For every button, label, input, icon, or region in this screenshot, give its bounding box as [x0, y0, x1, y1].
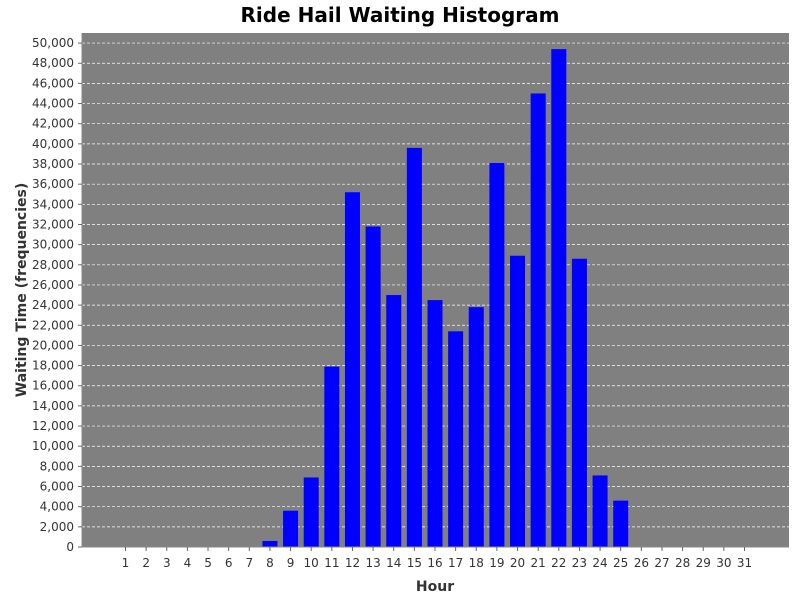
x-tick-label: 24: [592, 556, 607, 570]
y-axis-label: Waiting Time (frequencies): [14, 183, 30, 398]
x-tick-label: 15: [407, 556, 422, 570]
y-tick-label: 26,000: [32, 278, 74, 292]
y-tick-label: 38,000: [32, 157, 74, 171]
x-tick-label: 7: [245, 556, 253, 570]
x-tick-label: 3: [163, 556, 171, 570]
bar-hour-25: [613, 500, 629, 547]
y-tick-label: 0: [66, 540, 74, 554]
x-tick-label: 4: [184, 556, 192, 570]
y-tick-label: 36,000: [32, 177, 74, 191]
bar-hour-11: [324, 366, 340, 547]
y-tick-label: 6,000: [40, 480, 74, 494]
y-tick-label: 24,000: [32, 298, 74, 312]
y-tick-label: 22,000: [32, 318, 74, 332]
chart-title: Ride Hail Waiting Histogram: [241, 3, 560, 27]
x-tick-label: 18: [469, 556, 484, 570]
bars: [262, 49, 629, 548]
bar-hour-24: [592, 475, 608, 547]
bar-hour-9: [283, 510, 299, 547]
bar-hour-21: [530, 93, 546, 548]
bar-hour-15: [406, 147, 422, 548]
bar-hour-20: [510, 255, 526, 547]
x-tick-label: 28: [675, 556, 690, 570]
y-tick-label: 48,000: [32, 56, 74, 70]
y-tick-label: 14,000: [32, 399, 74, 413]
y-tick-label: 16,000: [32, 379, 74, 393]
bar-hour-18: [468, 307, 484, 547]
x-tick-label: 25: [613, 556, 628, 570]
bar-hour-17: [448, 331, 464, 547]
y-tick-label: 20,000: [32, 338, 74, 352]
x-tick-label: 9: [287, 556, 295, 570]
x-tick-label: 6: [225, 556, 233, 570]
x-tick-label: 27: [654, 556, 669, 570]
bar-hour-23: [571, 258, 587, 547]
y-tick-label: 10,000: [32, 439, 74, 453]
bar-hour-10: [303, 477, 319, 547]
y-tick-label: 42,000: [32, 117, 74, 131]
y-tick-label: 8,000: [40, 459, 74, 473]
y-tick-label: 18,000: [32, 359, 74, 373]
bar-hour-14: [386, 295, 402, 547]
bar-hour-19: [489, 163, 505, 547]
x-tick-label: 17: [448, 556, 463, 570]
y-tick-label: 28,000: [32, 258, 74, 272]
y-tick-label: 12,000: [32, 419, 74, 433]
x-tick-label: 23: [572, 556, 587, 570]
x-tick-label: 29: [696, 556, 711, 570]
x-tick-label: 11: [324, 556, 339, 570]
x-tick-label: 13: [365, 556, 380, 570]
y-tick-label: 4,000: [40, 500, 74, 514]
y-tick-label: 50,000: [32, 36, 74, 50]
y-tick-label: 44,000: [32, 97, 74, 111]
y-tick-label: 32,000: [32, 217, 74, 231]
x-axis-label: Hour: [416, 579, 454, 595]
y-axis-ticks: 0 2,000 4,000 6,000 8,000 10,000 12,000 14,000 1…: [32, 36, 82, 554]
x-tick-label: 22: [551, 556, 566, 570]
x-tick-label: 31: [737, 556, 752, 570]
x-tick-label: 26: [634, 556, 649, 570]
y-tick-label: 46,000: [32, 76, 74, 90]
gridlines: [82, 42, 789, 528]
bar-hour-12: [344, 192, 360, 548]
y-tick-label: 2,000: [40, 520, 74, 534]
x-tick-label: 2: [142, 556, 150, 570]
y-tick-label: 40,000: [32, 137, 74, 151]
y-tick-label: 30,000: [32, 238, 74, 252]
bar-hour-8: [262, 540, 278, 547]
bar-hour-13: [365, 226, 381, 547]
x-tick-label: 1: [122, 556, 130, 570]
x-tick-label: 21: [531, 556, 546, 570]
x-axis-ticks: 1 2 3 4 5 6 7 8 9 10 11 12 13 14 15 16 17 18 19 20 21 22 23 24 2…: [122, 547, 752, 570]
x-tick-label: 16: [427, 556, 442, 570]
x-tick-label: 5: [204, 556, 212, 570]
x-tick-label: 14: [386, 556, 401, 570]
x-tick-label: 19: [489, 556, 504, 570]
x-tick-label: 20: [510, 556, 525, 570]
bar-hour-16: [427, 300, 443, 547]
y-tick-label: 34,000: [32, 197, 74, 211]
x-tick-label: 12: [345, 556, 360, 570]
x-tick-label: 8: [266, 556, 274, 570]
bar-hour-22: [551, 49, 567, 547]
x-tick-label: 10: [304, 556, 319, 570]
x-tick-label: 30: [716, 556, 731, 570]
